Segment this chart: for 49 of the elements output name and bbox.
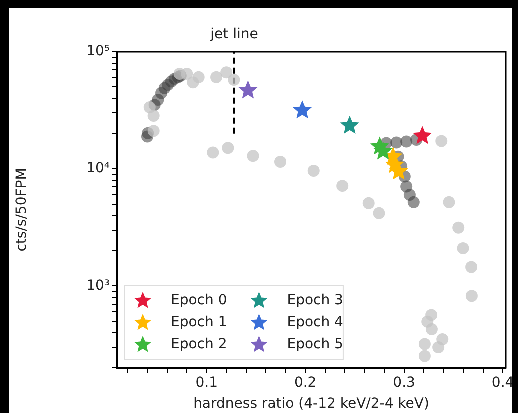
legend-label: Epoch 0 bbox=[171, 292, 228, 309]
legend-label: Epoch 1 bbox=[171, 314, 228, 331]
point bbox=[452, 222, 465, 234]
point bbox=[418, 338, 431, 350]
x-tick-label: 0.4 bbox=[492, 375, 514, 392]
point bbox=[374, 142, 393, 160]
legend-label: Epoch 3 bbox=[287, 292, 344, 309]
point bbox=[457, 242, 470, 254]
point bbox=[181, 68, 194, 80]
x-tick-label: 0.1 bbox=[196, 375, 218, 392]
point bbox=[400, 136, 413, 148]
point bbox=[207, 146, 220, 159]
point bbox=[222, 142, 234, 154]
point bbox=[308, 165, 320, 178]
point bbox=[192, 71, 205, 84]
point bbox=[436, 135, 448, 148]
point bbox=[426, 323, 438, 336]
point bbox=[373, 207, 386, 220]
y-tick-label: 10⁴ bbox=[86, 160, 110, 177]
point bbox=[390, 136, 403, 149]
point bbox=[148, 125, 160, 138]
point bbox=[293, 100, 312, 119]
annotation: jet line bbox=[210, 26, 258, 43]
y-tick-label: 10³ bbox=[86, 278, 110, 294]
point bbox=[443, 196, 456, 208]
x-tick-label: 0.2 bbox=[294, 375, 317, 392]
point bbox=[362, 197, 375, 210]
legend-label: Epoch 2 bbox=[171, 336, 228, 353]
legend-label: Epoch 4 bbox=[287, 314, 344, 331]
point bbox=[408, 196, 420, 208]
x-tick-label: 0.3 bbox=[393, 375, 416, 392]
point bbox=[432, 342, 445, 354]
point bbox=[274, 156, 286, 168]
point bbox=[418, 350, 431, 362]
point bbox=[238, 80, 258, 99]
point bbox=[466, 261, 478, 274]
point bbox=[148, 110, 160, 122]
point bbox=[210, 71, 223, 84]
legend-label: Epoch 5 bbox=[287, 336, 344, 353]
point bbox=[336, 180, 349, 192]
y-axis-title: cts/s/50FPM bbox=[14, 168, 30, 252]
point bbox=[466, 290, 478, 302]
point bbox=[340, 116, 360, 134]
point bbox=[220, 66, 233, 79]
y-tick-label: 10⁵ bbox=[86, 44, 110, 60]
point bbox=[228, 74, 240, 86]
point bbox=[413, 126, 432, 144]
point bbox=[247, 150, 260, 162]
x-axis-title: hardness ratio (4-12 keV/2-4 keV) bbox=[194, 396, 430, 412]
